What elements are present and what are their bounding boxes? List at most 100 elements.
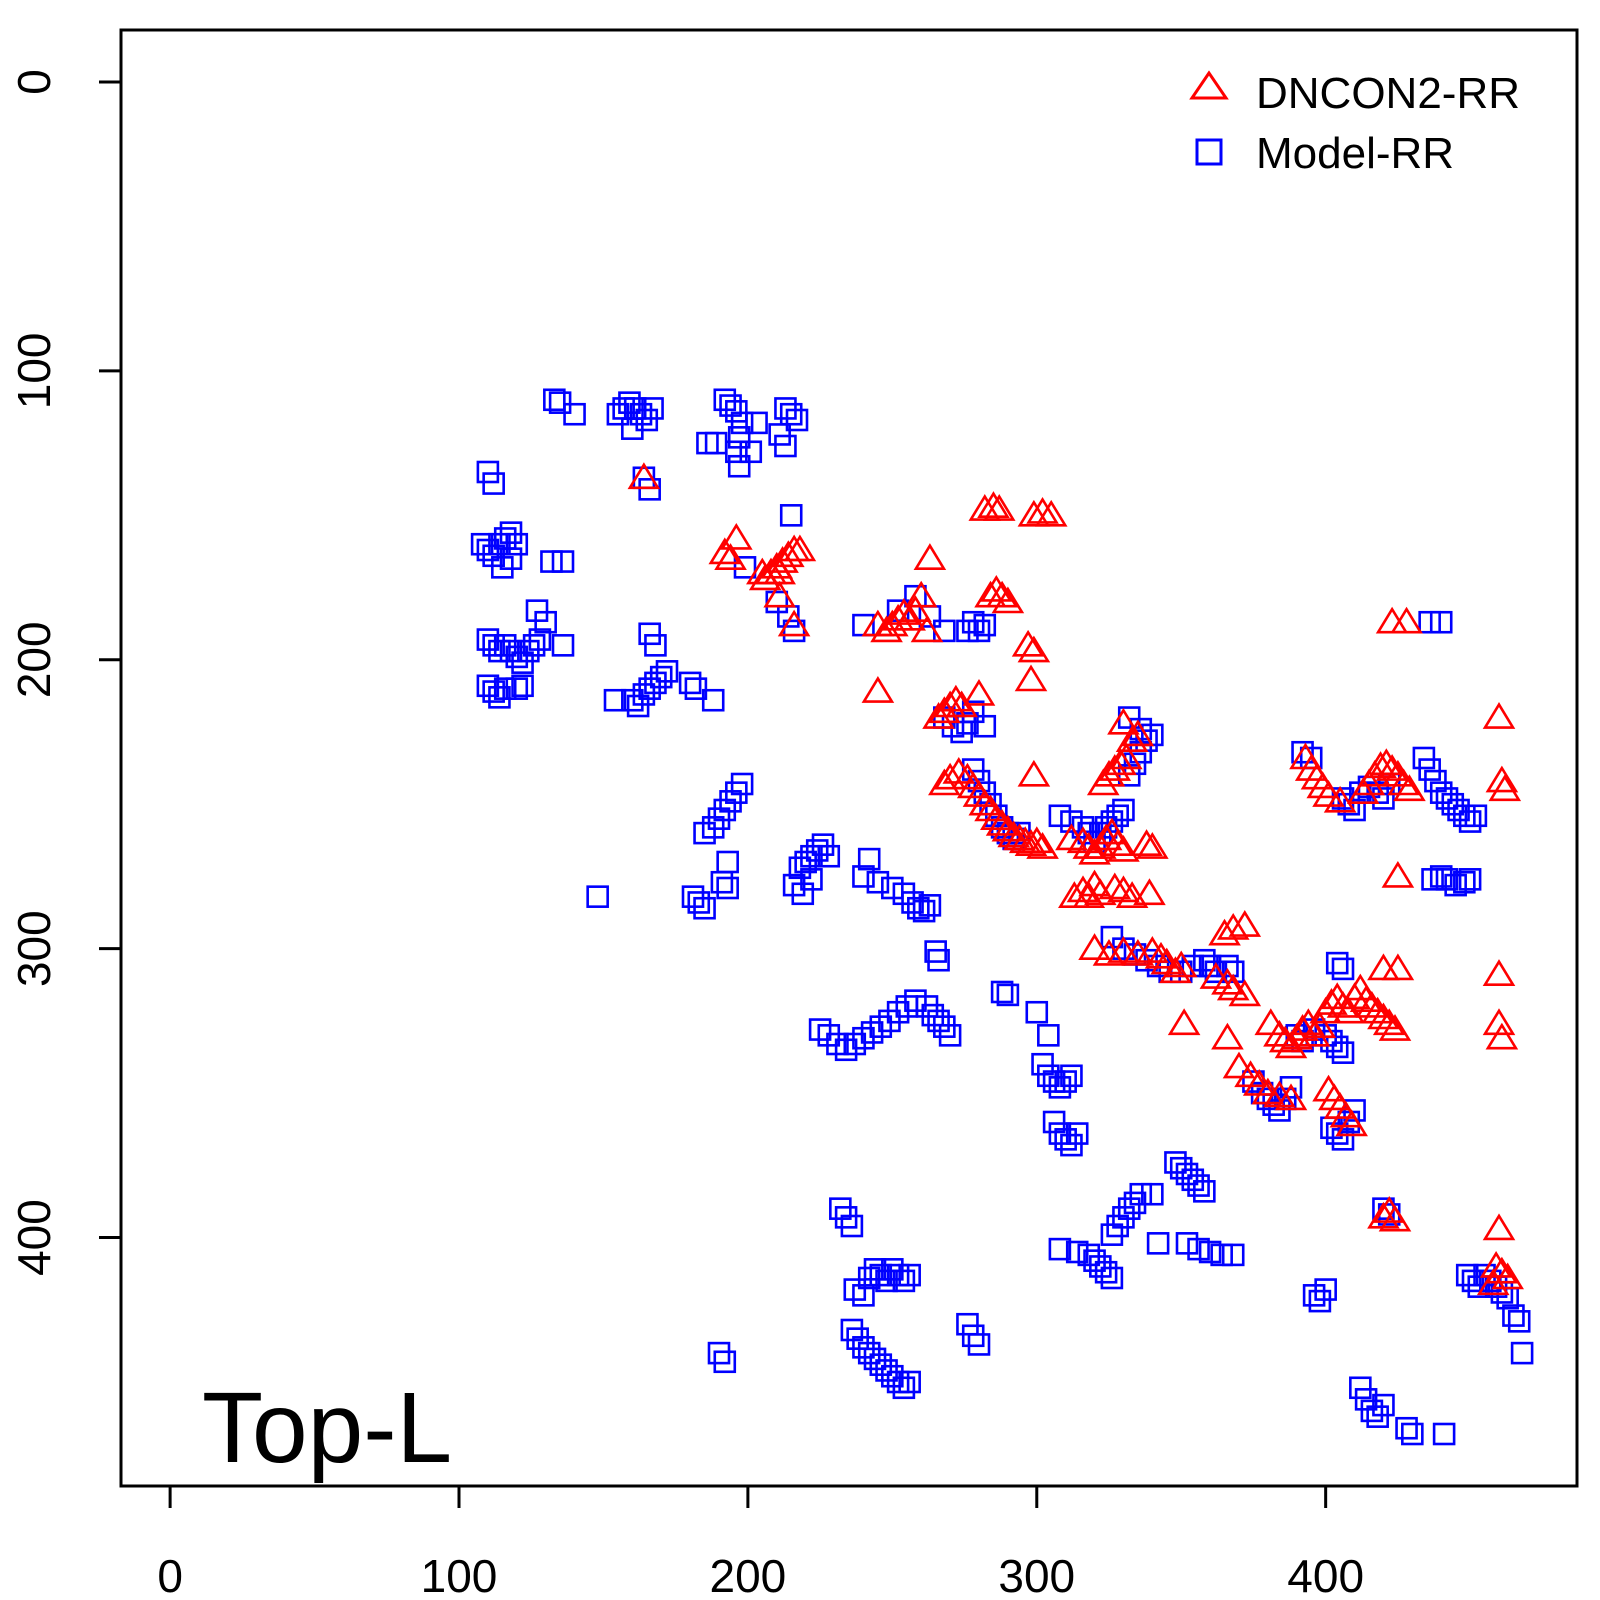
model-rr-point [794, 850, 817, 874]
dncon2-rr-point [763, 580, 796, 608]
dncon2-rr-point [861, 676, 895, 703]
model-rr-point [1435, 787, 1459, 810]
dncon2-rr-point [1101, 829, 1134, 856]
dncon2-rr-point [1375, 754, 1409, 781]
model-rr-point [829, 1197, 852, 1220]
model-rr-point [779, 402, 803, 426]
x-tick-label: 200 [710, 1550, 787, 1600]
model-rr-point [912, 899, 936, 923]
model-rr-point [725, 781, 748, 804]
model-rr-point [924, 940, 947, 963]
dncon2-rr-point [1476, 1268, 1510, 1296]
dncon2-rr-point [1274, 1083, 1308, 1111]
model-rr-point [621, 417, 644, 440]
model-rr-point [1510, 1341, 1534, 1365]
dncon2-rr-point [1167, 1008, 1201, 1036]
model-rr-point [1175, 1232, 1199, 1255]
panel-label: Top-L [202, 1372, 452, 1484]
model-rr-point [635, 408, 659, 432]
model-rr-point [488, 532, 511, 556]
dncon2-rr-point [1098, 872, 1132, 900]
model-rr-point [1060, 1064, 1083, 1088]
model-rr-point [1372, 1393, 1395, 1417]
dncon2-rr-point [985, 580, 1019, 608]
model-rr-point [1507, 1310, 1531, 1333]
model-rr-point [881, 1258, 904, 1281]
model-rr-point [1141, 1182, 1164, 1206]
model-rr-point [701, 688, 725, 712]
model-rr-point [1291, 740, 1314, 764]
y-tick-label: 100 [8, 333, 60, 410]
model-rr-point [927, 948, 950, 972]
model-rr-point [632, 683, 656, 706]
model-rr-point [1042, 1070, 1066, 1093]
model-rr-point [1360, 1399, 1384, 1423]
model-rr-point [1060, 810, 1083, 833]
model-rr-point [1164, 1151, 1187, 1174]
dncon2-rr-point [1326, 990, 1360, 1018]
model-rr-point [618, 391, 641, 414]
model-rr-point [933, 1015, 956, 1038]
model-rr-point [1432, 1422, 1456, 1446]
dncon2-rr-point [1110, 742, 1143, 770]
model-rr-point [1210, 1243, 1233, 1267]
dncon2-rr-point [1014, 664, 1048, 692]
model-rr-point [638, 478, 661, 501]
model-rr-point [499, 547, 523, 570]
model-rr-point [1331, 1128, 1355, 1151]
model-rr-point [586, 885, 609, 908]
model-rr-point [713, 798, 737, 822]
model-rr-point [1054, 1128, 1077, 1151]
model-rr-point [1314, 1278, 1337, 1301]
model-rr-point [511, 674, 534, 698]
dncon2-rr-point [1378, 1014, 1412, 1041]
model-rr-point [875, 1269, 898, 1293]
dncon2-rr-point [977, 491, 1010, 518]
dncon2-rr-point [1485, 1022, 1519, 1050]
model-rr-point [505, 645, 529, 669]
dncon2-rr-point [1086, 768, 1120, 796]
model-rr-point [1089, 1255, 1112, 1278]
dncon2-rr-point [1372, 1008, 1406, 1036]
dncon2-rr-point [1263, 1019, 1296, 1047]
model-rr-point [621, 688, 644, 712]
dncon2-rr-point [1216, 912, 1250, 940]
model-rr-point [644, 634, 667, 657]
model-rr-point [563, 402, 586, 426]
model-rr-point [857, 1266, 881, 1290]
model-rr-point [678, 671, 702, 695]
dncon2-rr-point [939, 684, 973, 712]
model-rr-point [548, 391, 572, 414]
model-rr-point [817, 1024, 841, 1047]
model-rr-point [811, 833, 835, 856]
dncon2-rr-point [1254, 1008, 1288, 1036]
model-rr-point [1042, 1110, 1066, 1134]
model-rr-point [886, 1370, 910, 1394]
model-rr-point [892, 1269, 916, 1293]
model-rr-point [482, 472, 505, 495]
model-rr-point [1331, 1041, 1355, 1064]
model-rr-point [843, 1032, 867, 1056]
model-rr-point [1464, 804, 1488, 828]
model-rr-point [1037, 1064, 1060, 1088]
dncon2-rr-point [748, 563, 782, 591]
model-rr-point [719, 790, 742, 813]
model-rr-point [727, 426, 751, 449]
model-rr-point [534, 610, 557, 634]
model-rr-point [901, 891, 924, 914]
dncon2-rr-point [1485, 1256, 1519, 1284]
model-rr-point [961, 1324, 985, 1348]
legend-label-dncon: DNCON2-RR [1256, 69, 1520, 118]
model-rr-point [482, 544, 505, 568]
model-rr-point [1441, 792, 1465, 816]
model-rr-point [606, 402, 630, 426]
model-rr-point [476, 538, 500, 562]
model-rr-point [808, 1018, 832, 1041]
model-rr-point [1349, 1376, 1372, 1400]
model-rr-point [852, 1026, 875, 1050]
y-tick-label: 400 [8, 1199, 60, 1276]
dncon2-rr-point [887, 598, 921, 625]
model-rr-point [973, 613, 997, 637]
model-rr-point [834, 1206, 858, 1229]
model-rr-point [1112, 1206, 1135, 1229]
